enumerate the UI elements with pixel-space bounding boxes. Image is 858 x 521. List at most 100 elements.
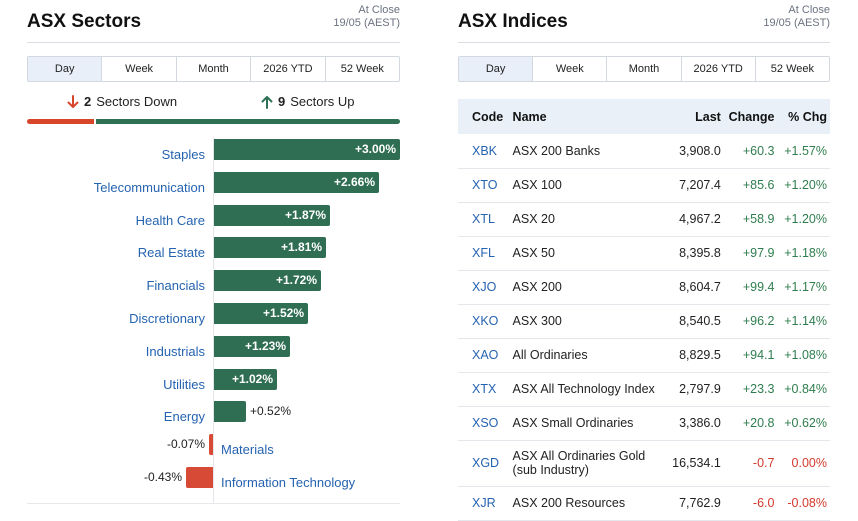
tab-week[interactable]: Week	[532, 57, 606, 81]
table-header-row: Code Name Last Change % Chg	[458, 99, 830, 134]
indices-as-of: At Close 19/05 (AEST)	[763, 4, 830, 30]
sector-label[interactable]: Financials	[146, 278, 205, 294]
sector-bar	[214, 204, 330, 226]
index-pct-change-cell: +1.57%	[775, 134, 830, 169]
index-change-cell: +60.3	[721, 134, 776, 169]
sector-bar	[214, 303, 308, 324]
index-pct-change-cell: +1.14%	[775, 304, 830, 339]
tab-ytd[interactable]: 2026 YTD	[680, 57, 755, 81]
sector-value-label: -0.43%	[143, 470, 182, 484]
tab-month[interactable]: Month	[175, 57, 250, 81]
index-code-cell[interactable]: XFL	[458, 236, 512, 271]
col-code[interactable]: Code	[472, 109, 504, 124]
table-row[interactable]: XFL ASX 50 8,395.8 +97.9 +1.18%	[458, 236, 830, 271]
sector-label[interactable]: Discretionary	[129, 311, 205, 326]
tab-ytd[interactable]: 2026 YTD	[250, 57, 324, 81]
table-row[interactable]: XAO All Ordinaries 8,829.5 +94.1 +1.08%	[458, 338, 830, 373]
tab-day[interactable]: Day	[28, 57, 102, 81]
index-code-cell[interactable]: XAO	[458, 338, 512, 373]
sectors-summary: 2 Sectors Down 9 Sectors Up	[27, 94, 400, 114]
index-change-cell: +99.4	[721, 270, 776, 305]
sector-label[interactable]: Utilities	[163, 376, 205, 392]
as-of-label: At Close	[788, 4, 830, 16]
sector-bar	[214, 171, 379, 193]
sectors-panel: ASX Sectors At Close 19/05 (AEST) Day We…	[27, 0, 400, 515]
tab-52-week[interactable]: 52 Week	[324, 57, 399, 81]
indices-period-tabs: Day Week Month 2026 YTD 52 Week	[458, 56, 830, 82]
index-name-cell: ASX All Ordinaries Gold (sub Industry)	[511, 440, 659, 487]
sector-value-label: +1.81%	[280, 240, 322, 255]
index-pct-change-cell: +0.84%	[775, 372, 830, 407]
index-code-cell[interactable]: XTL	[458, 202, 512, 237]
index-last-cell: 8,829.5	[658, 338, 722, 373]
sector-label[interactable]: Staples	[161, 147, 205, 162]
sector-value-label: +1.87%	[284, 207, 326, 222]
index-name-cell: ASX 200	[511, 270, 659, 305]
table-row[interactable]: XJO ASX 200 8,604.7 +99.4 +1.17%	[458, 270, 830, 305]
index-change-cell: +23.3	[721, 372, 776, 407]
index-code-cell[interactable]: XJO	[458, 270, 512, 305]
tab-week[interactable]: Week	[101, 57, 175, 81]
index-code-cell[interactable]: XTX	[458, 372, 512, 407]
sectors-bar-chart: Staples +3.00% Telecommunication +2.66% Heal…	[27, 137, 400, 504]
index-code-cell[interactable]: XSO	[458, 406, 512, 441]
sector-bar	[214, 139, 400, 160]
index-last-cell: 7,207.4	[658, 168, 722, 203]
sector-value-label: +1.23%	[244, 338, 286, 353]
sector-label[interactable]: Information Technology	[221, 475, 356, 490]
index-last-cell: 2,797.9	[658, 372, 722, 407]
index-name-cell: ASX 200 Banks	[511, 134, 659, 169]
tab-month[interactable]: Month	[606, 57, 680, 81]
sector-label[interactable]: Health Care	[135, 212, 205, 228]
indices-table: Code Name Last Change % Chg XBK ASX 200 B…	[458, 99, 830, 521]
table-row[interactable]: XBK ASX 200 Banks 3,908.0 +60.3 +1.57%	[458, 134, 830, 169]
index-last-cell: 3,908.0	[658, 134, 722, 169]
col-last[interactable]: Last	[695, 109, 721, 124]
ratio-up-segment	[96, 119, 400, 124]
index-code-cell[interactable]: XTO	[458, 168, 512, 203]
col-change[interactable]: Change	[728, 109, 775, 124]
table-row[interactable]: XKO ASX 300 8,540.5 +96.2 +1.14%	[458, 304, 830, 339]
index-code-cell[interactable]: XGD	[458, 440, 512, 487]
indices-header: ASX Indices At Close 19/05 (AEST)	[458, 0, 830, 43]
table-row[interactable]: XSO ASX Small Ordinaries 3,386.0 +20.8 +0.62…	[458, 406, 830, 441]
index-name-cell: ASX 50	[511, 236, 659, 271]
sector-bar	[214, 237, 326, 259]
table-row[interactable]: XTL ASX 20 4,967.2 +58.9 +1.20%	[458, 202, 830, 237]
sector-value-label: +2.66%	[333, 174, 375, 189]
sector-bar	[214, 335, 290, 357]
index-pct-change-cell: +1.20%	[775, 168, 830, 203]
index-name-cell: ASX All Technology Index	[511, 372, 659, 407]
index-change-cell: +94.1	[721, 338, 776, 373]
index-last-cell: 3,386.0	[658, 406, 722, 441]
sector-bar	[214, 368, 277, 390]
table-row[interactable]: XTX ASX All Technology Index 2,797.9 +23.3 +…	[458, 372, 830, 407]
sector-value-label: +1.72%	[275, 273, 317, 288]
sector-label[interactable]: Real Estate	[137, 245, 205, 261]
index-code-cell[interactable]: XKO	[458, 304, 512, 339]
tab-day[interactable]: Day	[459, 57, 533, 81]
zero-axis-line	[213, 137, 214, 504]
index-pct-change-cell: +1.20%	[775, 202, 830, 237]
index-change-cell: +96.2	[721, 304, 776, 339]
sector-label[interactable]: Energy	[163, 409, 205, 425]
as-of-date: 19/05 (AEST)	[333, 17, 400, 29]
sectors-ratio-bar	[27, 119, 400, 124]
col-pct-change[interactable]: % Chg	[788, 109, 827, 124]
sectors-up-label: Sectors Up	[290, 94, 355, 109]
col-name[interactable]: Name	[512, 109, 547, 124]
indices-panel: ASX Indices At Close 19/05 (AEST) Day We…	[458, 0, 830, 521]
table-row[interactable]: XTO ASX 100 7,207.4 +85.6 +1.20%	[458, 168, 830, 203]
sector-label[interactable]: Industrials	[145, 343, 205, 359]
sector-label[interactable]: Materials	[221, 442, 274, 458]
sector-bar	[214, 401, 246, 423]
sector-value-label: +3.00%	[354, 142, 396, 156]
tab-52-week[interactable]: 52 Week	[754, 57, 829, 81]
sector-value-label: +1.02%	[231, 371, 273, 386]
table-row[interactable]: XGD ASX All Ordinaries Gold (sub Industry…	[458, 440, 830, 487]
index-code-cell[interactable]: XBK	[458, 134, 512, 169]
index-change-cell: +97.9	[721, 236, 776, 271]
sector-label[interactable]: Telecommunication	[93, 179, 205, 195]
index-last-cell: 8,604.7	[658, 270, 722, 305]
index-change-cell: +20.8	[721, 406, 776, 441]
